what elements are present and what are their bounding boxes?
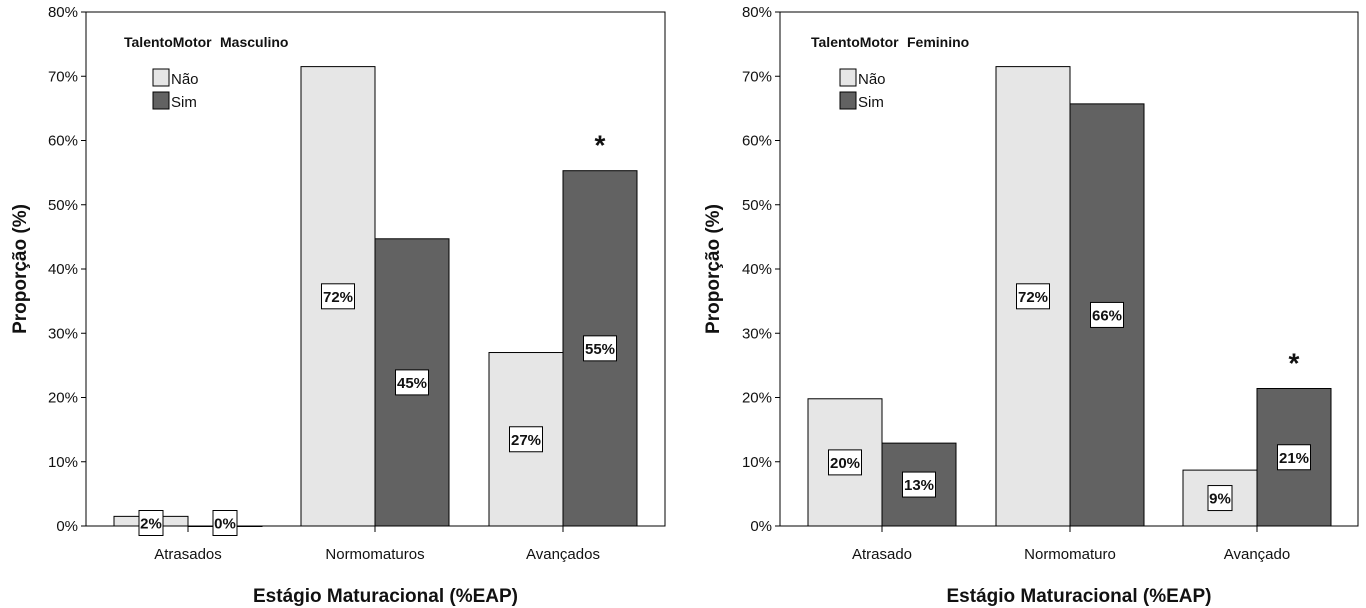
data-label: 13%	[904, 477, 934, 494]
data-label-box	[1277, 444, 1311, 471]
legend-swatch	[839, 91, 857, 110]
legend-title: TalentoMotor	[811, 34, 899, 50]
data-label: 45%	[397, 375, 427, 392]
y-tick-label: 20%	[742, 390, 772, 407]
y-tick-label: 10%	[48, 454, 78, 471]
data-label: 9%	[1209, 491, 1231, 508]
y-tick-label: 30%	[742, 325, 772, 342]
data-label-box	[1207, 485, 1233, 512]
y-tick-label: 0%	[56, 518, 78, 535]
y-tick-label: 80%	[742, 4, 772, 21]
data-label: 20%	[830, 455, 860, 472]
y-tick-label: 70%	[48, 68, 78, 85]
legend-label: Sim	[171, 94, 197, 111]
data-label: 66%	[1092, 307, 1122, 324]
x-axis-title: Estágio Maturacional (%EAP)	[253, 586, 518, 607]
data-label-box	[902, 471, 936, 498]
data-label: 72%	[1018, 289, 1048, 306]
data-label: 0%	[214, 516, 236, 533]
y-tick-label: 80%	[48, 4, 78, 21]
y-tick-label: 0%	[750, 518, 772, 535]
data-label: 21%	[1279, 450, 1309, 467]
data-label-box	[1090, 301, 1124, 328]
data-label-box	[321, 283, 355, 310]
y-tick-label: 30%	[48, 325, 78, 342]
y-tick-label: 20%	[48, 390, 78, 407]
y-tick-label: 60%	[742, 133, 772, 150]
x-tick-label: Normomaturo	[1024, 546, 1116, 563]
y-tick-label: 10%	[742, 454, 772, 471]
legend-label: Não	[858, 71, 886, 88]
data-label: 72%	[323, 289, 353, 306]
legend-subtitle: Feminino	[907, 34, 969, 50]
y-axis-title: Proporção (%)	[703, 204, 724, 334]
y-tick-label: 40%	[48, 261, 78, 278]
data-label-box	[138, 510, 164, 536]
x-tick-label: Atrasados	[154, 546, 222, 563]
significance-marker: *	[595, 130, 606, 161]
x-tick-label: Avançado	[1224, 546, 1290, 563]
data-label: 2%	[140, 516, 162, 533]
data-label-box	[395, 369, 429, 396]
x-tick-label: Normomaturos	[325, 546, 424, 563]
chart-panel-1: 0% 10% 20% 30% 40% 50% 60% 70% 80% 2% 0% 72% 45% 27% 5…	[10, 4, 666, 607]
data-label-box	[212, 510, 238, 536]
x-tick-label: Atrasado	[852, 546, 912, 563]
legend-title: TalentoMotor	[124, 34, 212, 50]
legend-swatch	[152, 91, 170, 110]
legend-label: Sim	[858, 94, 884, 111]
data-label: 27%	[511, 432, 541, 449]
data-label-box	[828, 449, 862, 476]
chart-panel-2: 0% 10% 20% 30% 40% 50% 60% 70% 80% 20% 13% 72% 66% 9%…	[703, 4, 1359, 607]
y-axis-title: Proporção (%)	[10, 204, 31, 334]
x-tick-label: Avançados	[526, 546, 600, 563]
significance-marker: *	[1289, 348, 1300, 379]
legend-swatch	[152, 68, 170, 87]
y-tick-label: 50%	[742, 197, 772, 214]
legend-swatch	[839, 68, 857, 87]
y-tick-label: 40%	[742, 261, 772, 278]
y-tick-label: 60%	[48, 133, 78, 150]
data-label-box	[583, 335, 617, 362]
legend-subtitle: Masculino	[220, 34, 288, 50]
y-tick-label: 70%	[742, 68, 772, 85]
y-tick-label: 50%	[48, 197, 78, 214]
x-axis-title: Estágio Maturacional (%EAP)	[947, 586, 1212, 607]
legend-label: Não	[171, 71, 199, 88]
data-label-box	[1016, 283, 1050, 310]
data-label-box	[509, 426, 543, 453]
data-label: 55%	[585, 341, 615, 358]
